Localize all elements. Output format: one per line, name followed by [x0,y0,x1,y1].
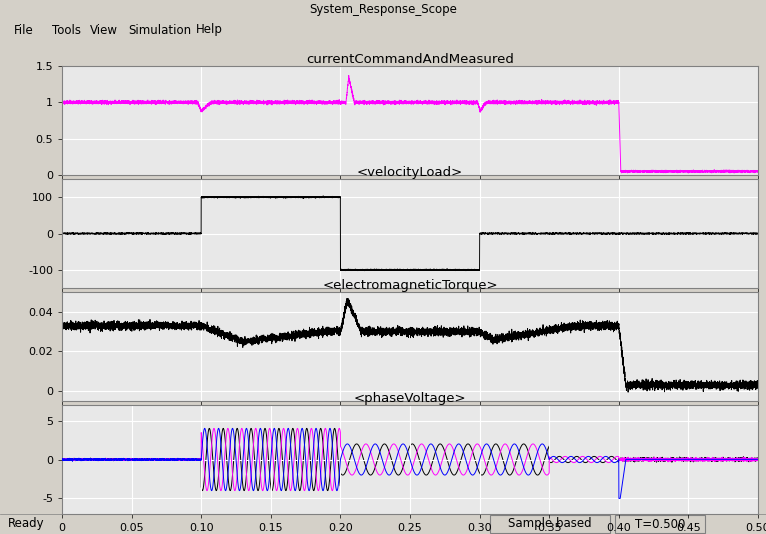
Text: T=0.500: T=0.500 [635,517,686,530]
Text: Help: Help [196,23,223,36]
Text: Ready: Ready [8,517,44,530]
Text: View: View [90,23,118,36]
Text: Tools: Tools [52,23,81,36]
Bar [615,515,705,533]
Title: currentCommandAndMeasured: currentCommandAndMeasured [306,53,514,66]
Title: <velocityLoad>: <velocityLoad> [357,166,463,179]
Title: <electromagneticTorque>: <electromagneticTorque> [322,279,498,292]
Title: <phaseVoltage>: <phaseVoltage> [354,392,466,405]
Text: File: File [14,23,34,36]
Text: Simulation: Simulation [128,23,192,36]
Text: Sample based: Sample based [508,517,592,530]
Bar [490,515,610,533]
Text: System_Response_Scope: System_Response_Scope [309,4,457,17]
